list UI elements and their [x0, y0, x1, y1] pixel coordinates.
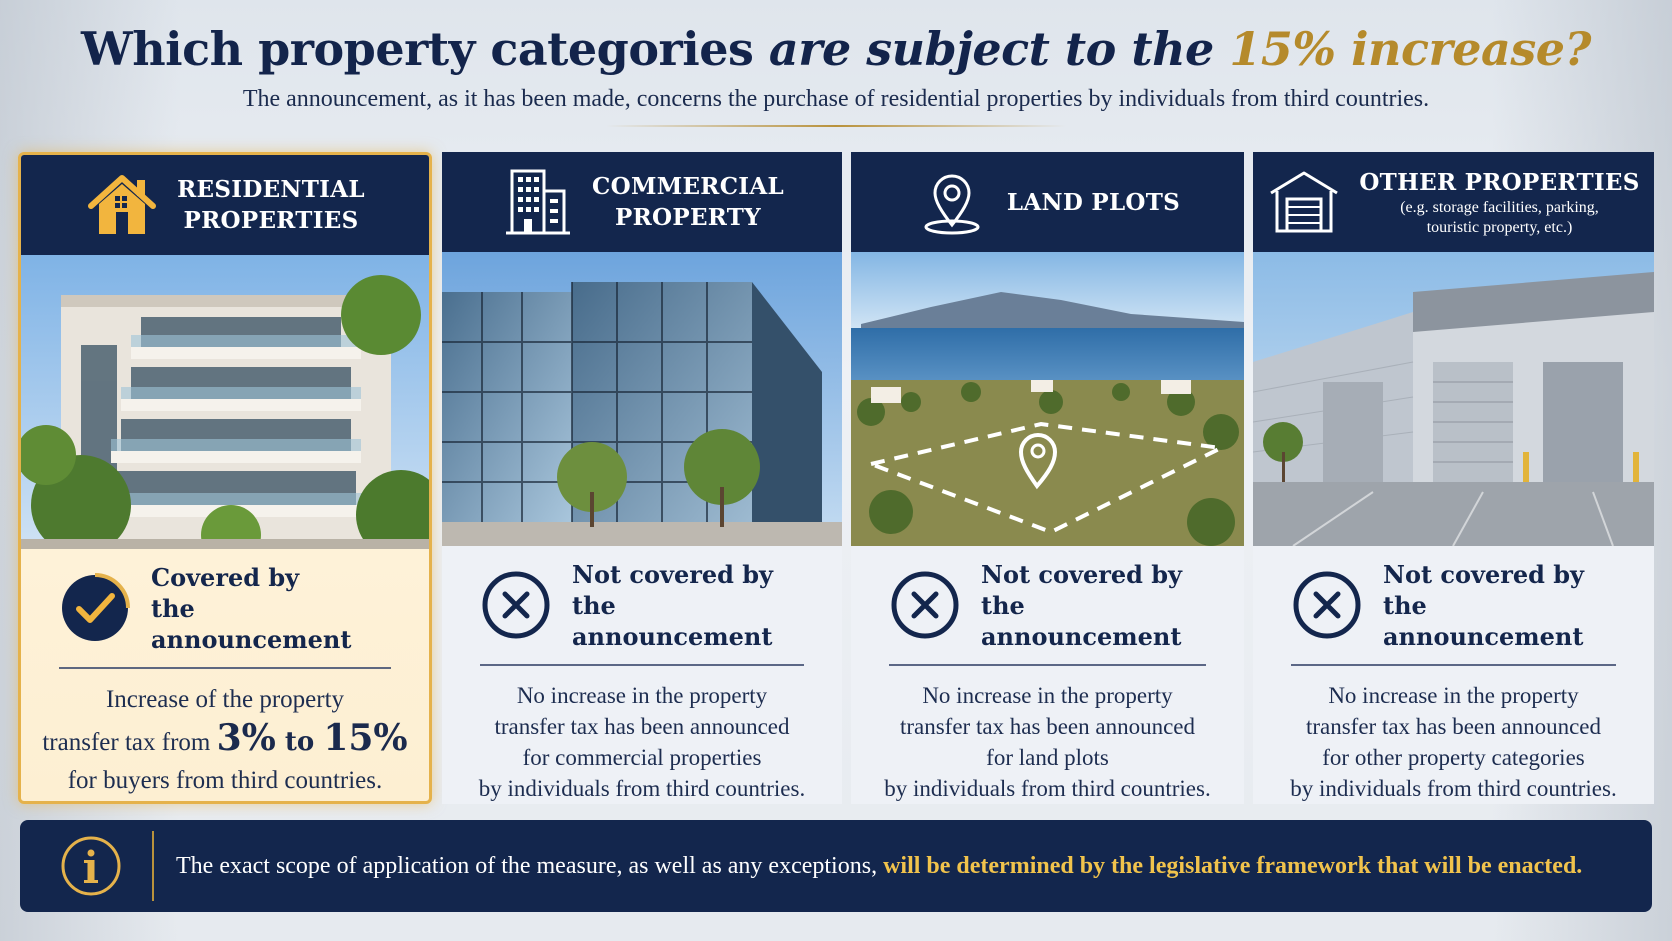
status-line-1: Covered by: [151, 562, 300, 592]
status-text: Not covered by the announcement: [981, 559, 1206, 652]
card-other-properties: OTHER PROPERTIES (e.g. storage facilitie…: [1253, 152, 1654, 804]
property-cards: RESIDENTIAL PROPERTIES: [18, 152, 1654, 804]
card-description: No increase in the property transfer tax…: [1253, 666, 1654, 804]
card-title-line-2: PROPERTY: [615, 204, 761, 231]
card-title-line-1: RESIDENTIAL: [177, 176, 365, 203]
status-line-1: Not covered by: [1383, 559, 1584, 589]
status-text: Not covered by the announcement: [572, 559, 804, 652]
footer-note: The exact scope of application of the me…: [20, 820, 1652, 912]
desc-to: to: [275, 727, 324, 757]
x-circle-icon: [891, 571, 959, 639]
card-title-line-1: COMMERCIAL: [592, 173, 784, 200]
card-title: LAND PLOTS: [1007, 187, 1180, 218]
tax-to-rate: 15%: [323, 717, 408, 759]
card-title: RESIDENTIAL PROPERTIES: [177, 174, 365, 236]
card-header: OTHER PROPERTIES (e.g. storage facilitie…: [1253, 152, 1654, 252]
desc-line-2-text: transfer tax from: [42, 729, 217, 756]
status-text: Covered by the announcement: [151, 562, 391, 655]
building-icon: [506, 169, 570, 235]
x-circle-icon: [1293, 571, 1361, 639]
footer-text: The exact scope of application of the me…: [176, 853, 1582, 880]
status-not-covered: Not covered by the announcement: [1291, 546, 1616, 664]
desc-line-4: by individuals from third countries.: [884, 776, 1211, 801]
title-part-3: 15% increase?: [1229, 22, 1591, 76]
desc-line-3: for commercial properties: [522, 745, 762, 770]
desc-line-2: transfer tax from 3% to 15%: [31, 719, 419, 762]
footer-separator: [152, 831, 154, 901]
desc-line-4: by individuals from third countries.: [1290, 776, 1617, 801]
status-line-2: the announcement: [981, 590, 1182, 651]
card-commercial: COMMERCIAL PROPERTY: [442, 152, 842, 804]
status-line-1: Not covered by: [572, 559, 773, 589]
status-line-1: Not covered by: [981, 559, 1182, 589]
desc-line-2: transfer tax has been announced: [494, 714, 790, 739]
page-title: Which property categories are subject to…: [0, 18, 1672, 80]
card-title-line-1: OTHER PROPERTIES: [1359, 168, 1640, 196]
card-residential: RESIDENTIAL PROPERTIES: [18, 152, 432, 804]
footer-text-plain: The exact scope of application of the me…: [176, 852, 884, 879]
status-covered: Covered by the announcement: [59, 549, 391, 667]
card-description: Increase of the property transfer tax fr…: [21, 669, 429, 800]
card-title: OTHER PROPERTIES (e.g. storage facilitie…: [1359, 167, 1639, 238]
status-line-2: the announcement: [572, 590, 773, 651]
title-divider: [606, 125, 1066, 127]
card-separator: [59, 667, 391, 669]
land-plot-image: [851, 252, 1244, 546]
desc-line-3: for land plots: [986, 745, 1109, 770]
x-circle-icon: [482, 571, 550, 639]
footer-text-highlight: will be determined by the legislative fr…: [883, 852, 1583, 879]
residential-building-image: [21, 255, 429, 549]
card-header: COMMERCIAL PROPERTY: [442, 152, 842, 252]
card-land-plots: LAND PLOTS: [851, 152, 1244, 804]
desc-line-3: for buyers from third countries.: [67, 767, 383, 794]
desc-line-1: No increase in the property: [1328, 683, 1579, 708]
house-icon: [88, 175, 157, 234]
desc-line-1: No increase in the property: [516, 683, 768, 708]
card-title: COMMERCIAL PROPERTY: [592, 171, 784, 233]
card-separator: [480, 664, 804, 666]
card-subtitle-line-2: touristic property, etc.): [1426, 218, 1573, 236]
commercial-building-image: [442, 252, 842, 546]
status-not-covered: Not covered by the announcement: [480, 546, 804, 664]
card-description: No increase in the property transfer tax…: [442, 666, 842, 804]
card-separator: [1291, 664, 1616, 666]
status-line-2: the announcement: [151, 593, 352, 654]
card-title-line-2: PROPERTIES: [183, 207, 359, 234]
tax-from-rate: 3%: [216, 717, 276, 759]
card-separator: [889, 664, 1206, 666]
card-subtitle-line-1: (e.g. storage facilities, parking,: [1400, 198, 1599, 216]
desc-line-3: for other property categories: [1322, 745, 1585, 770]
desc-line-1: No increase in the property: [922, 683, 1173, 708]
warehouse-image: [1253, 252, 1654, 546]
warehouse-icon: [1270, 171, 1339, 233]
header: Which property categories are subject to…: [0, 18, 1672, 127]
desc-line-2: transfer tax has been announced: [1305, 714, 1602, 739]
desc-line-4: by individuals from third countries.: [478, 776, 806, 801]
card-description: No increase in the property transfer tax…: [851, 666, 1244, 804]
checkmark-circle-icon: [62, 573, 130, 641]
card-header: LAND PLOTS: [851, 152, 1244, 252]
location-pin-icon: [924, 174, 980, 235]
info-icon: [61, 836, 121, 896]
status-not-covered: Not covered by the announcement: [889, 546, 1206, 664]
status-line-2: the announcement: [1383, 590, 1584, 651]
desc-line-1: Increase of the property: [105, 686, 345, 713]
card-title-line-1: LAND PLOTS: [1006, 188, 1181, 216]
title-part-2: are subject to the: [768, 22, 1230, 76]
title-part-1: Which property categories: [81, 22, 769, 76]
page-subtitle: The announcement, as it has been made, c…: [242, 86, 1430, 112]
card-header: RESIDENTIAL PROPERTIES: [21, 155, 429, 255]
desc-line-2: transfer tax has been announced: [899, 714, 1196, 739]
status-text: Not covered by the announcement: [1383, 559, 1616, 652]
